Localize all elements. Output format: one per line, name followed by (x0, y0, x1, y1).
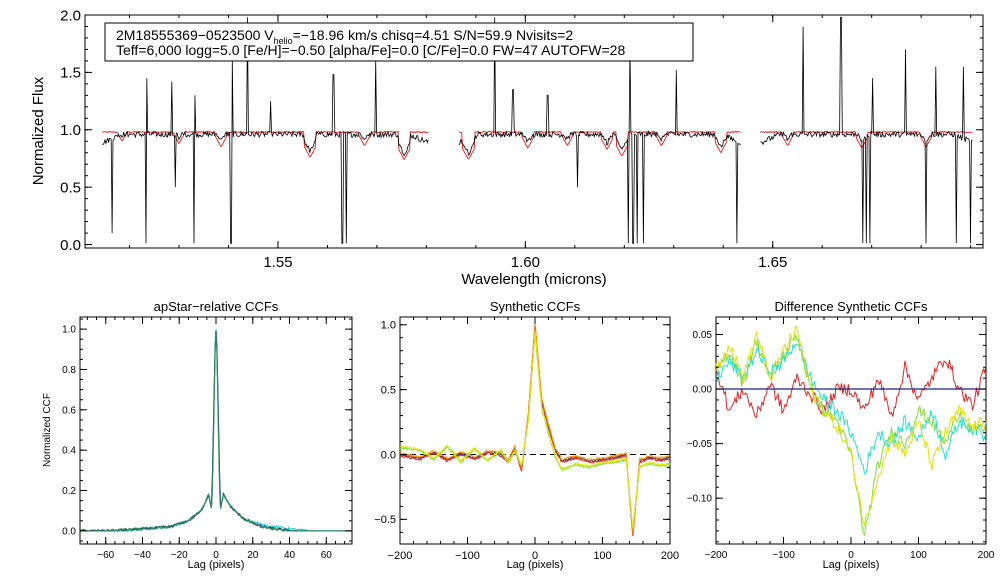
x-tick-label: 200 (661, 550, 679, 562)
difference-ccf-line (715, 359, 987, 419)
y-tick-label: −0.05 (687, 439, 713, 450)
difference-ccf-title: Difference Synthetic CCFs (775, 299, 928, 314)
observed-spectrum-line (102, 17, 429, 244)
x-tick-label: −100 (455, 550, 480, 562)
y-tick-label: 2.0 (60, 7, 81, 24)
x-tick-label: −200 (388, 550, 413, 562)
y-tick-label: 0.5 (60, 179, 81, 196)
y-tick-label: 0.5 (381, 384, 396, 396)
apstar-ccf-series (79, 329, 352, 532)
synthetic-ccf-ticks: −200 −100 0 100 200 −0.5 0.0 0.5 1.0 (374, 317, 679, 562)
synthetic-ccf-title: Synthetic CCFs (490, 299, 581, 314)
difference-ccf-panel: −200 −100 0 100 200 −0.10 −0.05 0.00 0.05 Differ… (687, 299, 995, 571)
apstar-ccf-ticks: −60 −40 −20 0 20 40 60 0.0 0.2 0.4 0.6 0.8 1.0 (62, 317, 352, 561)
y-tick-label: 0.6 (62, 405, 76, 416)
x-tick-label: 100 (593, 550, 611, 562)
spectrum-series (102, 16, 973, 244)
difference-ccf-line (715, 325, 987, 527)
apstar-ccf-line (80, 329, 352, 532)
synthetic-ccf-axes-frame (399, 316, 671, 545)
synthetic-ccf-line (399, 324, 671, 537)
y-tick-label: −0.10 (687, 494, 713, 505)
synthetic-ccf-series (399, 324, 671, 537)
x-tick-label: −60 (97, 550, 114, 561)
y-tick-label: 1.0 (60, 122, 81, 139)
x-tick-label: 1.60 (511, 254, 540, 271)
synthetic-ccf-line (399, 325, 671, 534)
x-tick-label: −100 (772, 550, 795, 561)
x-tick-label: 1.65 (758, 254, 787, 271)
x-tick-label: 200 (978, 550, 995, 561)
x-tick-label: 1.55 (263, 254, 292, 271)
observed-spectrum-line (760, 16, 973, 244)
apstar-ccf-line (80, 333, 352, 532)
observed-spectrum-line (458, 17, 741, 244)
spectrum-info-line1: 2M18555369−0523500 Vhelio=−18.96 km/s ch… (116, 27, 573, 46)
difference-ccf-series (715, 325, 987, 537)
synthetic-ccf-line (399, 325, 671, 535)
y-tick-label: 1.5 (60, 65, 81, 82)
x-tick-label: −200 (705, 550, 728, 561)
x-tick-label: 0 (213, 550, 219, 561)
x-tick-label: −20 (171, 550, 188, 561)
difference-ccf-ticks: −200 −100 0 100 200 −0.10 −0.05 0.00 0.05 (687, 317, 995, 561)
x-tick-label: −40 (134, 550, 151, 561)
synthetic-ccf-line (399, 332, 671, 529)
apstar-ccf-panel: −60 −40 −20 0 20 40 60 0.0 0.2 0.4 0.6 0.8 1.0 apSta… (42, 299, 353, 571)
y-tick-label: 0.0 (60, 237, 81, 254)
spectrum-ylabel: Normalized Flux (30, 76, 47, 185)
y-tick-label: 0.4 (62, 446, 76, 457)
apstar-ccf-line (79, 331, 352, 532)
y-tick-label: 0.2 (62, 486, 76, 497)
x-tick-label: 60 (321, 550, 333, 561)
spectrum-info-line2: Teff=6,000 logg=5.0 [Fe/H]=−0.50 [alpha/… (116, 42, 625, 58)
apstar-ccf-ylabel: Normalized CCF (42, 393, 53, 467)
spectrum-axes-frame (84, 14, 984, 249)
x-tick-label: 40 (284, 550, 296, 561)
y-tick-label: 0.00 (693, 385, 713, 396)
apstar-ccf-title: apStar−relative CCFs (154, 299, 279, 314)
spectrum-panel: 1.55 1.60 1.65 0.0 0.5 1.0 1.5 2.0 2M18555369−0… (30, 7, 984, 288)
apstar-ccf-axes-frame (79, 316, 353, 545)
y-tick-label: 1.0 (381, 320, 396, 332)
y-tick-label: 0.0 (62, 526, 76, 537)
spectrum-xlabel: Wavelength (microns) (461, 271, 606, 288)
difference-ccf-line (715, 343, 987, 475)
apstar-ccf-xlabel: Lag (pixels) (188, 559, 245, 571)
x-tick-label: 20 (247, 550, 259, 561)
x-tick-label: 100 (910, 550, 927, 561)
synthetic-ccf-xlabel: Lag (pixels) (507, 559, 564, 571)
spectrum-ticks: 1.55 1.60 1.65 0.0 0.5 1.0 1.5 2.0 (60, 7, 983, 271)
y-tick-label: −0.5 (374, 514, 396, 526)
x-tick-label: 0 (848, 550, 854, 561)
difference-ccf-xlabel: Lag (pixels) (823, 559, 880, 571)
y-tick-label: 0.05 (693, 330, 713, 341)
y-tick-label: 1.0 (62, 325, 76, 336)
x-tick-label: 0 (532, 550, 538, 562)
difference-ccf-line (715, 334, 987, 537)
y-tick-label: 0.0 (381, 449, 396, 461)
synthetic-ccf-panel: −200 −100 0 100 200 −0.5 0.0 0.5 1.0 Synthetic C… (374, 299, 679, 571)
spectrum-info-box (104, 22, 694, 62)
y-tick-label: 0.8 (62, 365, 76, 376)
model-spectrum-line (102, 130, 429, 161)
